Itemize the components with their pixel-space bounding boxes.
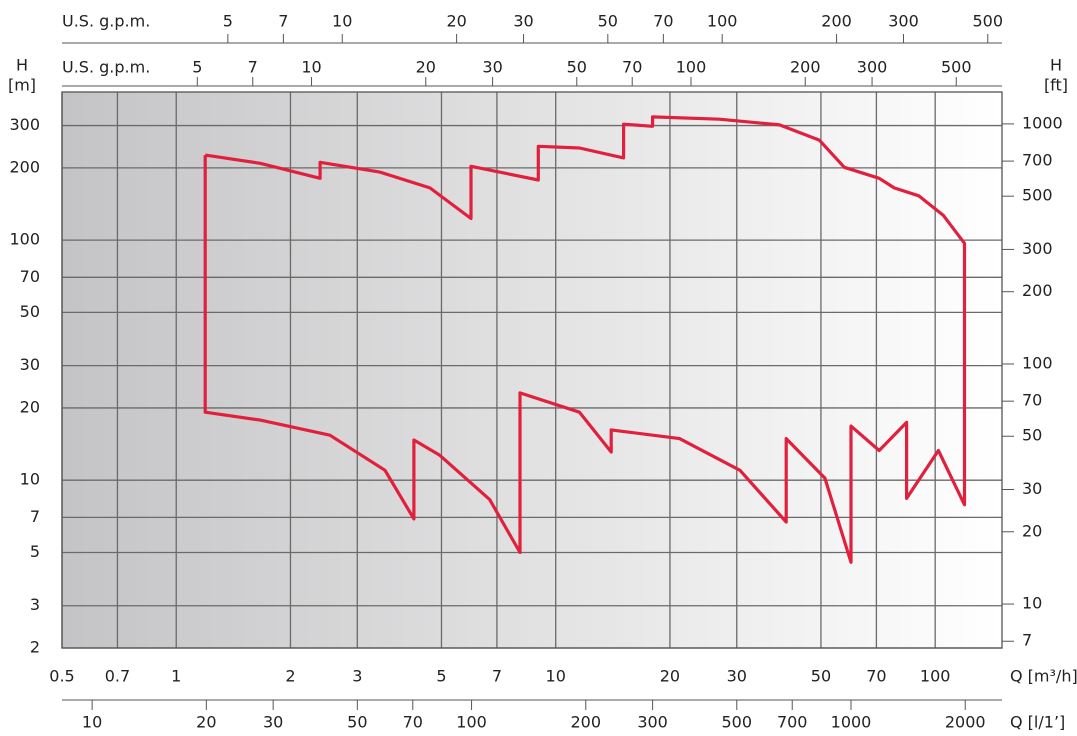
x2-tick-label: 70 [403, 713, 423, 732]
x-tick-label: 5 [436, 667, 446, 686]
top-tick-label: 70 [622, 58, 642, 77]
y-tick-label: 5 [30, 542, 40, 561]
top-axis-label: U.S. g.p.m. [62, 12, 150, 31]
top-tick-label: 50 [598, 12, 618, 31]
y2-tick-label: 10 [1022, 594, 1042, 613]
top-tick-label: 20 [446, 12, 466, 31]
x2-tick-label: 700 [777, 713, 808, 732]
y2-tick-label: 100 [1022, 353, 1053, 372]
y2-tick-label: 300 [1022, 239, 1053, 258]
y2-tick-label: 200 [1022, 281, 1053, 300]
top-tick-label: 5 [223, 12, 233, 31]
x-tick-label: 70 [866, 667, 886, 686]
x2-tick-label: 30 [263, 713, 283, 732]
x2-tick-label: 300 [637, 713, 668, 732]
x-tick-label: 100 [920, 667, 951, 686]
x-tick-label: 0.7 [105, 667, 130, 686]
top-tick-label: 5 [192, 58, 202, 77]
top-tick-label: 300 [888, 12, 919, 31]
y2-tick-label: 7 [1022, 631, 1032, 650]
x2-tick-label: 2000 [945, 713, 986, 732]
y-tick-label: 50 [20, 302, 40, 321]
top-tick-label: 70 [653, 12, 673, 31]
x-tick-label: 10 [546, 667, 566, 686]
y2-tick-label: 50 [1022, 426, 1042, 445]
y-axis-label: H [16, 56, 28, 75]
y-tick-label: 7 [30, 507, 40, 526]
y2-tick-label: 30 [1022, 479, 1042, 498]
top-tick-label: 10 [301, 58, 321, 77]
performance-envelope [203, 115, 967, 564]
x-tick-label: 7 [492, 667, 502, 686]
x-tick-label: 30 [727, 667, 747, 686]
x2-axis-label: Q [l/1’] [1010, 713, 1065, 732]
y2-tick-label: 700 [1022, 151, 1053, 170]
top-tick-label: 50 [567, 58, 587, 77]
x-tick-label: 2 [285, 667, 295, 686]
top-tick-label: 100 [676, 58, 707, 77]
top-tick-label: 500 [941, 58, 972, 77]
x2-tick-label: 10 [82, 713, 102, 732]
plot-background [62, 92, 1002, 648]
top-tick-label: 200 [821, 12, 852, 31]
y-axis-unit: [m] [8, 76, 36, 95]
top-tick-label: 10 [332, 12, 352, 31]
x2-tick-label: 100 [456, 713, 487, 732]
y-tick-label: 3 [30, 595, 40, 614]
x-axis-label: Q [m³/h] [1010, 667, 1077, 686]
top-axis-label: U.S. g.p.m. [62, 58, 150, 77]
top-tick-label: 30 [482, 58, 502, 77]
x2-tick-label: 500 [722, 713, 753, 732]
x-tick-label: 20 [660, 667, 680, 686]
y-tick-label: 100 [9, 230, 40, 249]
y-tick-label: 20 [20, 397, 40, 416]
x-tick-label: 3 [352, 667, 362, 686]
x-tick-label: 50 [811, 667, 831, 686]
top-tick-label: 500 [973, 12, 1004, 31]
top-tick-label: 200 [790, 58, 821, 77]
y2-tick-label: 1000 [1022, 113, 1063, 132]
top-tick-label: 20 [416, 58, 436, 77]
x2-tick-label: 20 [196, 713, 216, 732]
y2-tick-label: 20 [1022, 521, 1042, 540]
x2-tick-label: 50 [347, 713, 367, 732]
plot-frame [61, 91, 1003, 649]
top-tick-label: 100 [707, 12, 738, 31]
x2-tick-label: 1000 [831, 713, 872, 732]
top-tick-label: 7 [248, 58, 258, 77]
y2-axis-label: H [1050, 56, 1062, 75]
y-tick-label: 200 [9, 157, 40, 176]
y-tick-label: 2 [30, 638, 40, 657]
y2-tick-label: 70 [1022, 391, 1042, 410]
y-tick-label: 10 [20, 470, 40, 489]
top-tick-label: 300 [857, 58, 888, 77]
top-tick-label: 7 [278, 12, 288, 31]
x-tick-label: 0.5 [49, 667, 74, 686]
y-tick-label: 30 [20, 355, 40, 374]
y-tick-label: 70 [20, 267, 40, 286]
x2-tick-label: 200 [571, 713, 602, 732]
y2-tick-label: 500 [1022, 186, 1053, 205]
top-tick-label: 30 [513, 12, 533, 31]
y2-axis-unit: [ft] [1044, 76, 1068, 95]
y-tick-label: 300 [9, 115, 40, 134]
x-tick-label: 1 [171, 667, 181, 686]
